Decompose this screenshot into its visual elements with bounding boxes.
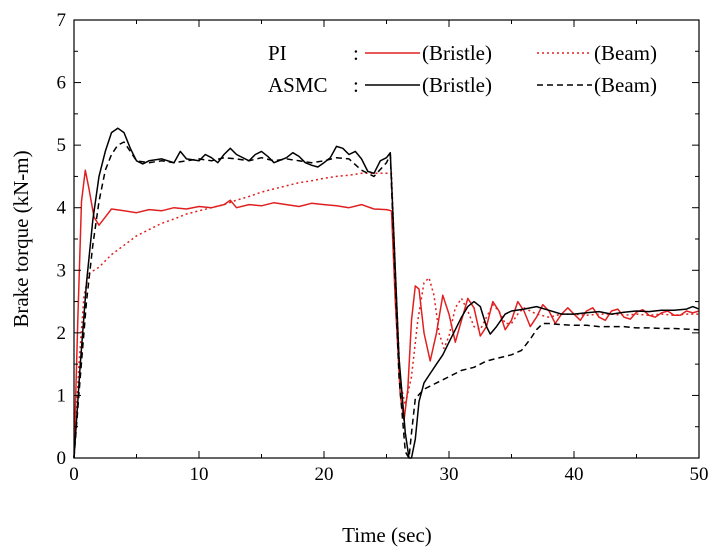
legend-colon-pi: : <box>353 41 359 65</box>
legend-entry-pi-bristle: (Bristle) <box>422 41 492 65</box>
x-tick-label: 30 <box>440 464 459 485</box>
y-tick-label: 0 <box>57 448 67 469</box>
y-tick-label: 6 <box>57 73 67 94</box>
series-line-asmc-beam <box>73 141 700 459</box>
y-tick-label: 5 <box>57 135 67 156</box>
y-tick-label: 4 <box>57 198 67 219</box>
legend: PI : (Bristle) (Beam) ASMC : (Bristle) (… <box>268 41 657 97</box>
y-axis-label: Brake torque (kN-m) <box>9 150 33 327</box>
series-lines <box>73 127 700 459</box>
y-tick-label: 1 <box>57 385 67 406</box>
y-tick-label: 2 <box>57 323 67 344</box>
x-tick-label: 40 <box>565 464 584 485</box>
series-line-pi-bristle <box>73 169 700 459</box>
x-tick-label: 50 <box>690 464 709 485</box>
series-line-pi-beam <box>73 172 699 459</box>
series-line-asmc-bristle <box>73 127 700 459</box>
legend-entry-asmc-beam: (Beam) <box>594 73 657 97</box>
legend-entry-asmc-bristle: (Bristle) <box>422 73 492 97</box>
y-tick-label: 7 <box>57 10 67 31</box>
legend-row-label-asmc: ASMC <box>268 73 328 97</box>
x-tick-label: 20 <box>315 464 334 485</box>
x-tick-label: 10 <box>190 464 209 485</box>
legend-row-label-pi: PI <box>268 41 287 65</box>
axis-ticks: 0 10 20 30 40 50 0 1 2 3 4 5 6 7 <box>57 10 709 485</box>
x-axis-label: Time (sec) <box>342 523 432 547</box>
x-tick-label: 0 <box>69 464 79 485</box>
legend-entry-pi-beam: (Beam) <box>594 41 657 65</box>
legend-colon-asmc: : <box>353 73 359 97</box>
y-tick-label: 3 <box>57 260 67 281</box>
